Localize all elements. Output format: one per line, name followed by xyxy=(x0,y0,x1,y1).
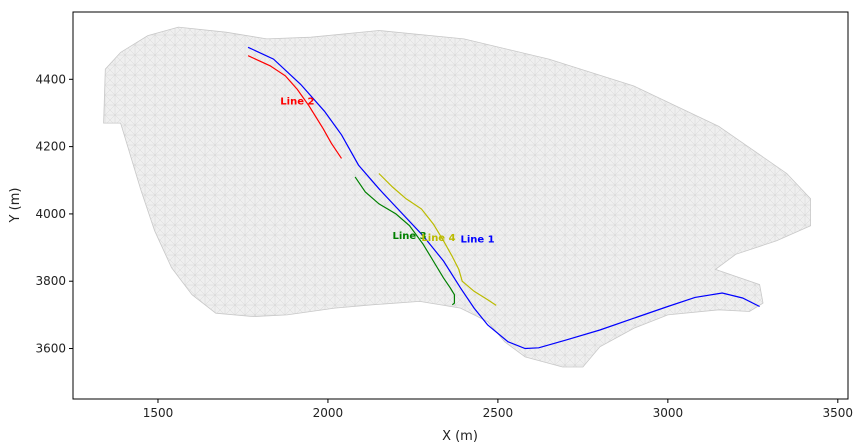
y-tick-label: 4400 xyxy=(35,72,66,86)
x-tick-label: 3000 xyxy=(653,406,684,420)
x-axis-title: X (m) xyxy=(442,429,478,444)
y-tick-label: 3800 xyxy=(35,274,66,288)
plot-frame xyxy=(72,11,849,400)
series-label-line-2: Line 2 xyxy=(280,97,314,108)
y-axis: 3600 3800 4000 4200 4400 xyxy=(35,72,73,356)
x-tick-label: 2000 xyxy=(313,406,344,420)
y-tick-label: 4000 xyxy=(35,207,66,221)
x-tick-label: 2500 xyxy=(483,406,514,420)
x-tick-label: 3500 xyxy=(823,406,854,420)
series-line-3 xyxy=(354,176,455,306)
series-label-line-1: Line 1 xyxy=(461,235,495,246)
series-label-line-3: Line 3 xyxy=(393,231,427,242)
series-line-1 xyxy=(247,46,760,350)
x-tick-label: 1500 xyxy=(143,406,174,420)
series-label-line-4: Line 4 xyxy=(421,233,455,244)
series-line-4 xyxy=(378,173,497,306)
y-tick-label: 3600 xyxy=(35,342,66,356)
x-axis: 1500 2000 2500 3000 3500 xyxy=(143,399,853,420)
mesh-region xyxy=(103,26,811,368)
y-axis-title: Y (m) xyxy=(8,188,23,224)
series-line-2 xyxy=(247,55,342,159)
y-tick-label: 4200 xyxy=(35,140,66,154)
